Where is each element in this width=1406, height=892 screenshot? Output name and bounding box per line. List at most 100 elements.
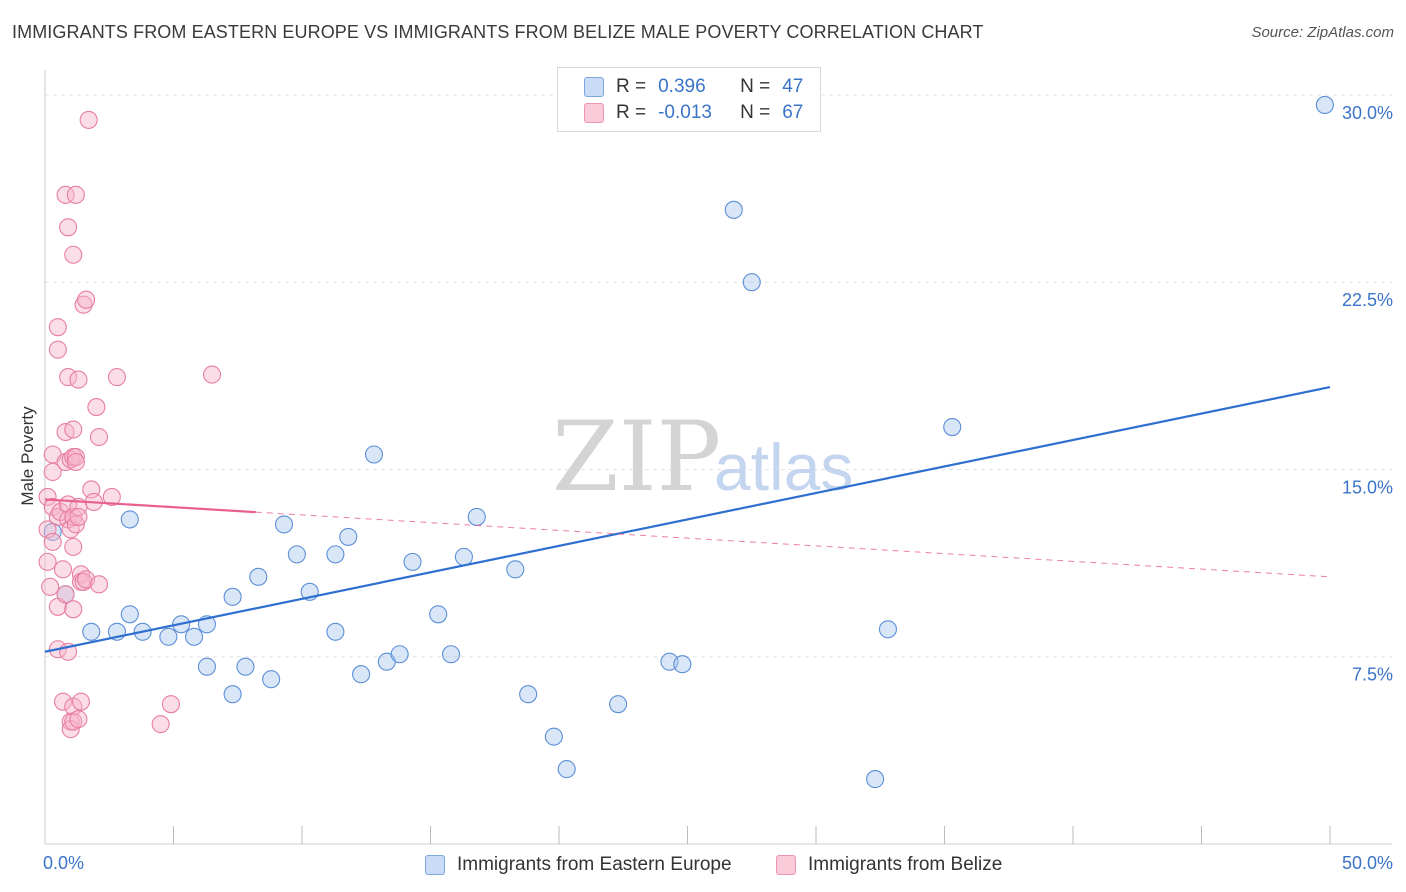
y-tick-label: 7.5% (1352, 665, 1393, 685)
eastern-europe-point (339, 527, 358, 546)
watermark-atlas: atlas (714, 430, 853, 504)
legend-row-eastern-europe: R = 0.396 N = 47 (584, 75, 803, 99)
eastern-europe-point (262, 670, 281, 689)
x-tick-label: 0.0% (43, 853, 84, 873)
eastern-europe-point (82, 622, 101, 641)
eastern-europe-point (544, 727, 563, 746)
chart-title: IMMIGRANTS FROM EASTERN EUROPE VS IMMIGR… (12, 22, 984, 42)
legend-row-belize: R = -0.013 N = 67 (584, 101, 803, 125)
belize-point (64, 712, 83, 731)
trend-lines (44, 386, 1331, 653)
eastern-europe-point (390, 645, 409, 664)
gridlines (45, 94, 1392, 658)
eastern-europe-point (223, 685, 242, 704)
belize-point (64, 507, 83, 526)
legend-r-label: R = (616, 102, 647, 123)
eastern-europe-point (403, 552, 422, 571)
eastern-europe-point (878, 620, 898, 639)
belize-point (107, 368, 127, 387)
legend-swatch-blue (584, 77, 604, 97)
tick-labels: 7.5% 15.0% 22.5% 30.0% 0.0% 50.0% (43, 103, 1393, 873)
belize-point (66, 447, 85, 467)
eastern-europe-point (364, 445, 384, 464)
belize-point (71, 692, 91, 711)
belize-point (64, 537, 83, 556)
belize-point (161, 695, 180, 714)
eastern-europe-point (506, 560, 525, 579)
bottom-legend-label-belize: Immigrants from Belize (808, 854, 1003, 875)
eastern-europe-point (326, 545, 345, 564)
belize-point (48, 318, 67, 337)
belize-point (61, 720, 80, 739)
belize-point (89, 575, 109, 594)
eastern-europe-point (454, 547, 473, 566)
belize-point (38, 487, 57, 506)
bottom-legend-swatch-blue (425, 855, 445, 875)
eastern-europe-point (120, 510, 139, 529)
belize-point (87, 398, 106, 417)
x-tick-label: 50.0% (1342, 853, 1393, 873)
belize-point (66, 452, 85, 472)
belize-point (89, 427, 109, 447)
eastern-europe-point (249, 567, 268, 586)
eastern-europe-point (519, 685, 538, 704)
belize-point (102, 487, 121, 506)
source-attribution: Source: ZipAtlas.com (1251, 24, 1394, 41)
belize-point (69, 507, 88, 526)
legend-n-label: N = (740, 102, 771, 123)
correlation-legend: R = 0.396 N = 47 R = -0.013 N = 67 (557, 67, 821, 132)
eastern-europe-point (274, 515, 294, 534)
eastern-europe-point (287, 545, 306, 564)
legend-swatch-pink (584, 103, 604, 123)
belize-point (69, 370, 88, 389)
eastern-europe-point (159, 627, 178, 646)
legend-n-label: N = (740, 76, 771, 97)
bottom-legend-label-eastern-europe: Immigrants from Eastern Europe (457, 854, 732, 875)
y-tick-label: 15.0% (1342, 477, 1393, 497)
belize-point (43, 462, 62, 482)
eastern-europe-point (197, 657, 216, 676)
y-axis-label: Male Poverty (18, 406, 37, 506)
eastern-europe-point (742, 273, 761, 292)
eastern-europe-point (326, 622, 345, 641)
bottom-legend-swatch-pink (776, 855, 796, 875)
belize-point (48, 340, 67, 359)
belize-trend-line-solid (44, 498, 256, 514)
belize-point (151, 715, 170, 734)
eastern-europe-point (442, 645, 461, 664)
legend-r-value: -0.013 (658, 102, 712, 123)
eastern-europe-point (724, 200, 743, 219)
y-tick-label: 30.0% (1342, 103, 1393, 123)
eastern-europe-point (673, 655, 692, 674)
eastern-europe-point (236, 657, 255, 676)
y-tick-label: 22.5% (1342, 290, 1393, 310)
belize-point (74, 295, 93, 314)
belize-point (66, 185, 85, 204)
eastern-europe-point (352, 665, 371, 684)
belize-point (66, 515, 85, 534)
legend-r-label: R = (616, 76, 647, 97)
legend-r-value: 0.396 (658, 76, 706, 97)
belize-point (64, 245, 83, 264)
eastern-europe-point (429, 605, 448, 624)
eastern-europe-point (223, 587, 242, 606)
belize-point (43, 532, 62, 551)
belize-point (71, 565, 91, 584)
belize-point (56, 185, 75, 204)
eastern-europe-point (1315, 95, 1334, 115)
belize-point (61, 450, 80, 469)
watermark: ZIP atlas (552, 401, 853, 513)
belize-point (79, 110, 98, 129)
eastern-europe-point (866, 770, 885, 789)
belize-point (64, 600, 83, 619)
eastern-europe-point (609, 695, 628, 714)
eastern-europe-point (467, 507, 486, 526)
eastern-europe-point (943, 417, 962, 437)
belize-point (64, 420, 83, 439)
belize-point (53, 560, 73, 579)
belize-point (38, 552, 57, 571)
data-points (38, 95, 1334, 789)
belize-point (41, 577, 60, 596)
belize-point (53, 692, 73, 711)
